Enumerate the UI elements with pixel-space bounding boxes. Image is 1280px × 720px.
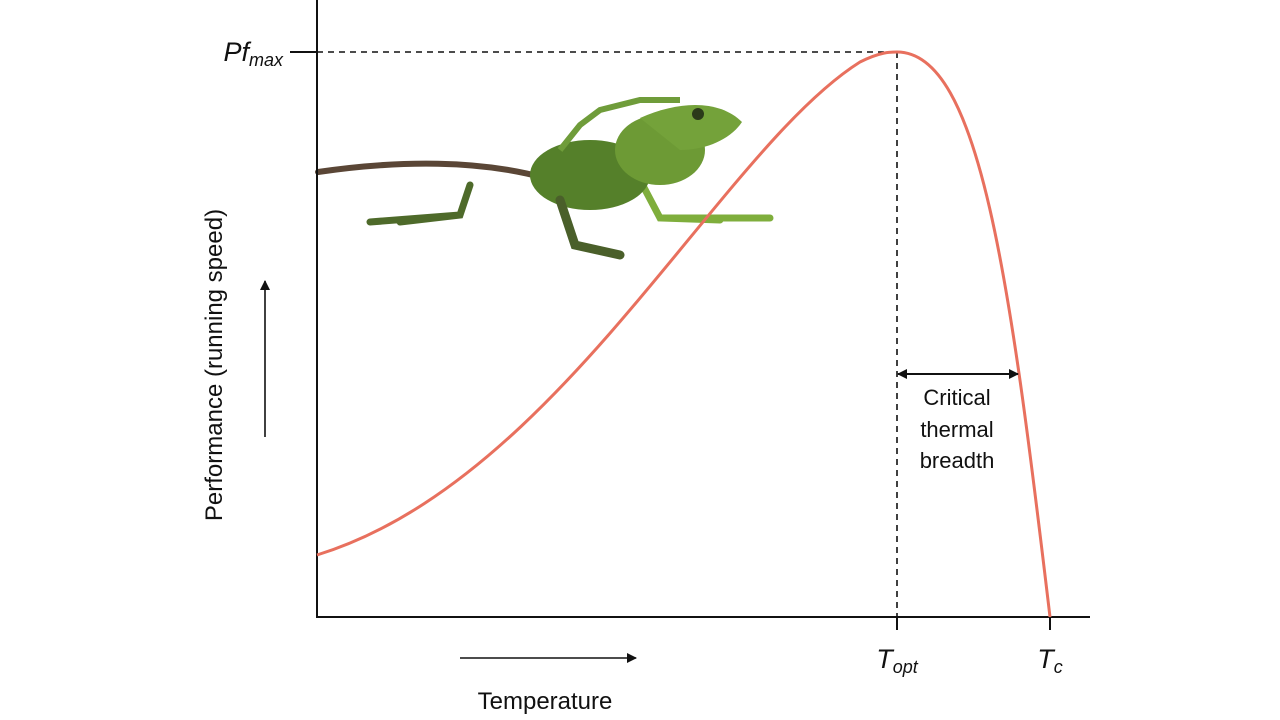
peak-label: Pfmax xyxy=(223,37,284,70)
peak-label-sub: max xyxy=(249,50,284,70)
marker-sub: opt xyxy=(893,657,919,677)
marker-main: T xyxy=(876,644,895,674)
y-axis-label: Performance (running speed) xyxy=(201,209,228,521)
x-axis-label: Temperature xyxy=(478,688,613,715)
annotation-line: breadth xyxy=(920,448,995,473)
marker-main: T xyxy=(1037,644,1056,674)
performance-curve xyxy=(316,50,1052,618)
annotation-line: thermal xyxy=(920,417,993,442)
peak-label-main: Pf xyxy=(223,37,251,67)
marker-label: Topt xyxy=(876,644,919,677)
marker-sub: c xyxy=(1054,657,1063,677)
lizard-image xyxy=(315,97,774,260)
marker-label: Tc xyxy=(1037,644,1063,677)
annotation-line: Critical xyxy=(923,385,990,410)
